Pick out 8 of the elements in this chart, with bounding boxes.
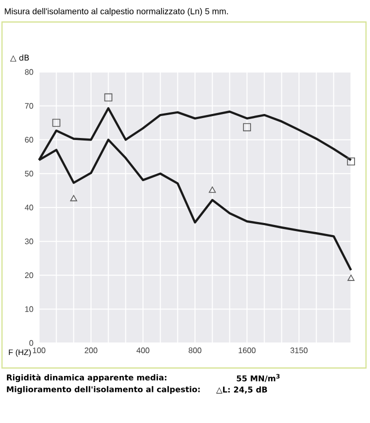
- chart-title: Misura dell'isolamento al calpestio normalizzato (Ln) 5 mm.: [4, 8, 228, 16]
- point: [243, 123, 251, 132]
- point: [208, 186, 216, 193]
- point: [347, 157, 355, 166]
- point: [70, 195, 78, 202]
- point: [52, 118, 60, 127]
- point: [347, 274, 355, 281]
- point: [104, 93, 112, 102]
